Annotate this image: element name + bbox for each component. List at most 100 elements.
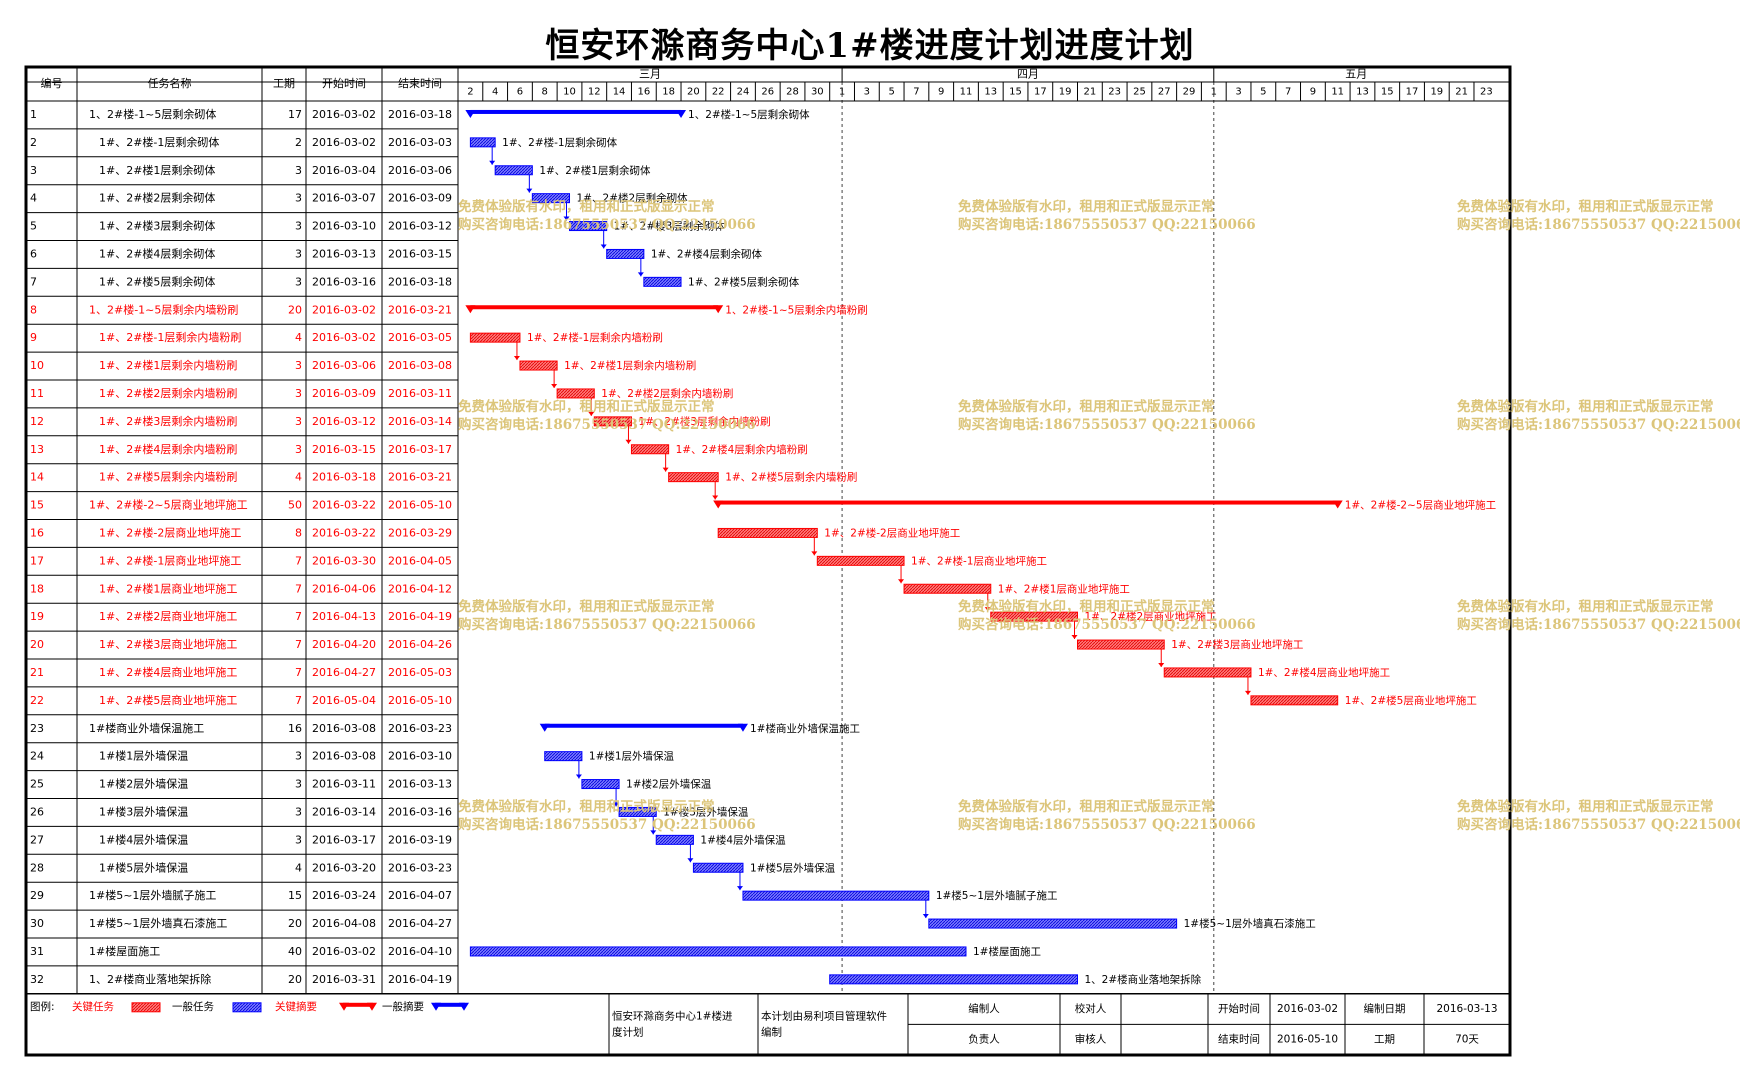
task-id: 14: [30, 471, 44, 484]
task-id: 4: [30, 192, 37, 205]
task-end: 2016-03-03: [388, 136, 452, 149]
task-duration: 4: [295, 331, 302, 344]
task-duration: 3: [295, 415, 302, 428]
task-start: 2016-03-02: [312, 108, 376, 121]
task-bar: [742, 890, 930, 901]
task-bar: [668, 472, 719, 483]
task-id: 22: [30, 694, 44, 707]
task-id: 6: [30, 247, 37, 260]
task-duration: 20: [288, 973, 302, 986]
day-label: 26: [761, 87, 774, 98]
task-end: 2016-03-23: [388, 722, 452, 735]
bar-label: 1#、2#楼-2~5层商业地坪施工: [1345, 499, 1496, 512]
task-end: 2016-03-08: [388, 359, 452, 372]
task-end: 2016-03-16: [388, 805, 452, 818]
task-end: 2016-05-03: [388, 666, 452, 679]
bar-label: 1#、2#楼-1层剩余砌体: [502, 136, 617, 149]
task-duration: 4: [295, 861, 302, 874]
summary-cap: [465, 305, 476, 314]
day-label: 29: [1183, 87, 1196, 98]
task-start: 2016-03-11: [312, 778, 376, 791]
summary-cap: [539, 723, 550, 732]
bar-label: 1#、2#楼-1层商业地坪施工: [911, 554, 1047, 567]
summary-bar: [544, 723, 743, 728]
summary-bar: [718, 500, 1338, 505]
task-start: 2016-03-15: [312, 443, 376, 456]
task-id: 26: [30, 805, 44, 818]
task-end: 2016-03-09: [388, 192, 452, 205]
day-label: 15: [1009, 87, 1022, 98]
task-end: 2016-03-11: [388, 387, 452, 400]
day-label: 16: [637, 87, 650, 98]
task-duration: 3: [295, 805, 302, 818]
gantt-grid: [24, 65, 1512, 1057]
task-name: 1#、2#楼5层商业地坪施工: [99, 693, 237, 707]
day-label: 3: [864, 87, 870, 98]
task-name: 1#、2#楼1层商业地坪施工: [99, 581, 237, 595]
task-id: 25: [30, 778, 44, 791]
task-end: 2016-03-06: [388, 164, 452, 177]
day-label: 8: [542, 87, 548, 98]
task-end: 2016-03-18: [388, 275, 452, 288]
task-name: 1#、2#楼4层商业地坪施工: [99, 665, 237, 679]
day-label: 12: [588, 87, 601, 98]
task-id: 2: [30, 136, 37, 149]
page-title: 恒安环滁商务中心1#楼进度计划进度计划: [545, 26, 1195, 66]
task-start: 2016-04-20: [312, 638, 376, 651]
task-start: 2016-03-02: [312, 331, 376, 344]
task-end: 2016-04-19: [388, 610, 452, 623]
task-bar: [469, 946, 967, 957]
day-label: 15: [1381, 87, 1394, 98]
task-name: 1、2#楼商业落地架拆除: [89, 972, 211, 986]
bar-label: 1#、2#楼4层剩余砌体: [651, 247, 763, 260]
task-duration: 3: [295, 750, 302, 763]
summary-cap: [676, 109, 687, 118]
day-label: 2: [467, 87, 473, 98]
task-start: 2016-03-04: [312, 164, 376, 177]
task-name: 1#楼5~1层外墙真石漆施工: [89, 916, 227, 930]
day-label: 24: [737, 87, 750, 98]
dependency-arrow: [625, 439, 632, 444]
task-name: 1#楼4层外墙保温: [99, 832, 188, 846]
task-bar: [606, 248, 645, 259]
task-duration: 8: [295, 526, 302, 539]
task-duration: 3: [295, 359, 302, 372]
task-name: 1#、2#楼2层商业地坪施工: [99, 609, 237, 623]
task-end: 2016-04-12: [388, 582, 452, 595]
task-end: 2016-03-14: [388, 415, 452, 428]
task-end: 2016-03-15: [388, 247, 452, 260]
task-id: 29: [30, 889, 44, 902]
bar-label: 1#楼3层外墙保温: [663, 805, 749, 818]
task-name: 1#楼商业外墙保温施工: [89, 721, 204, 735]
task-bar: [469, 332, 521, 343]
summary-cap: [1332, 500, 1343, 509]
task-id: 12: [30, 415, 44, 428]
bar-label: 1#、2#楼5层剩余内墙粉刷: [725, 471, 857, 484]
bar-label: 1#、2#楼4层商业地坪施工: [1258, 666, 1390, 679]
task-id: 10: [30, 359, 44, 372]
task-duration: 7: [295, 582, 302, 595]
task-bar: [593, 416, 632, 427]
task-start: 2016-03-10: [312, 220, 376, 233]
footer-label: 编制日期: [1364, 1002, 1406, 1015]
task-duration: 7: [295, 666, 302, 679]
footer-label: 开始时间: [1218, 1002, 1260, 1015]
task-start: 2016-03-31: [312, 973, 376, 986]
day-label: 9: [1310, 87, 1316, 98]
task-duration: 7: [295, 610, 302, 623]
task-duration: 20: [288, 917, 302, 930]
task-bar: [1163, 667, 1252, 678]
task-bar: [494, 165, 533, 176]
task-start: 2016-03-02: [312, 136, 376, 149]
day-label: 17: [1406, 87, 1419, 98]
day-label: 23: [1480, 87, 1493, 98]
task-start: 2016-03-30: [312, 554, 376, 567]
task-start: 2016-03-02: [312, 303, 376, 316]
dependency-arrow: [588, 411, 595, 416]
task-name: 1#、2#楼5层剩余砌体: [99, 274, 215, 288]
task-bar: [643, 276, 682, 287]
task-name: 1#、2#楼2层剩余内墙粉刷: [99, 386, 237, 400]
task-start: 2016-04-27: [312, 666, 376, 679]
task-bar: [544, 751, 583, 762]
task-bar: [531, 193, 571, 204]
